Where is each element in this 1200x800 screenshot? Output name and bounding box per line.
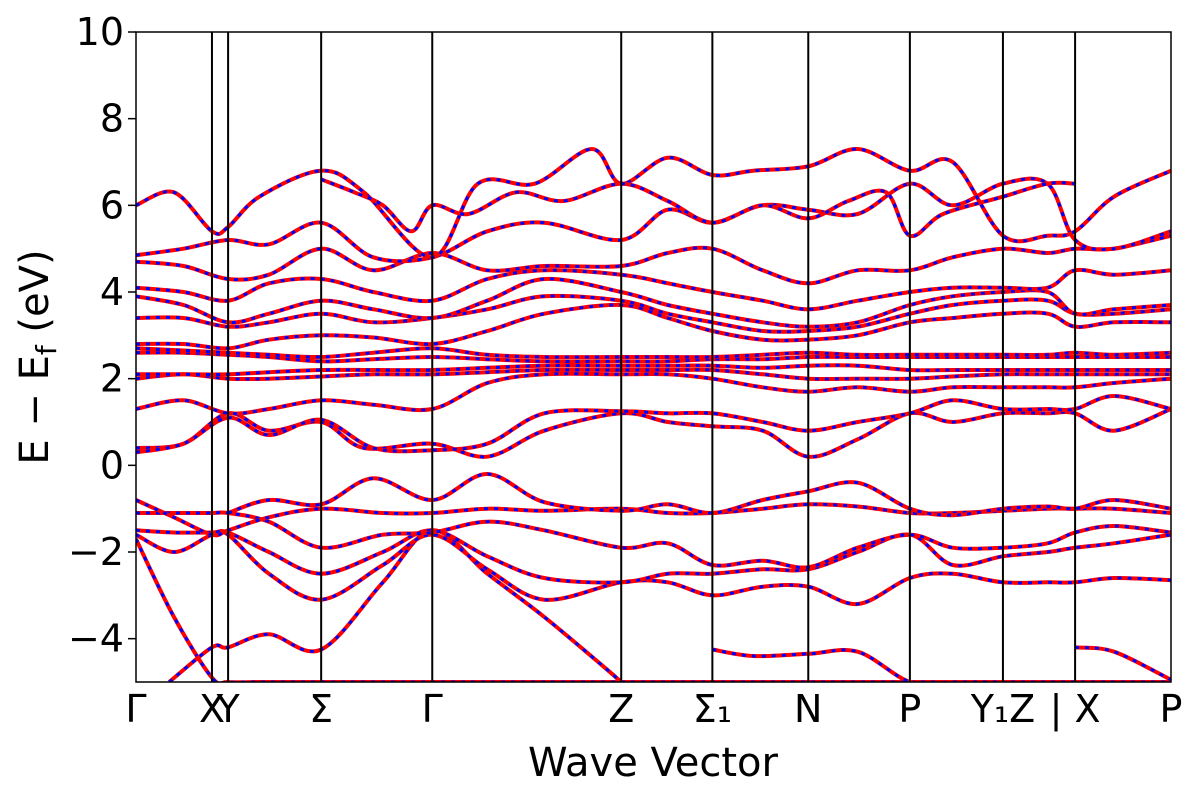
x-tick-label-5: Z bbox=[608, 687, 634, 731]
band-line-2 bbox=[712, 647, 1003, 682]
band-dash-13 bbox=[136, 363, 1171, 376]
x-tick-label-1: X bbox=[199, 687, 225, 731]
band-dash-11 bbox=[136, 372, 1171, 416]
band-3 bbox=[1074, 645, 1171, 682]
y-tick-label-7: −4 bbox=[68, 617, 124, 661]
y-tick-label-4: 2 bbox=[100, 357, 124, 401]
band-dash-6 bbox=[136, 510, 1171, 570]
y-axis-title-main: E − E bbox=[12, 355, 58, 465]
band-dash-9 bbox=[136, 407, 1171, 459]
band-dash-23 bbox=[320, 177, 1076, 238]
band-line-1 bbox=[167, 528, 623, 682]
x-tick-label-10: | X bbox=[1050, 687, 1101, 732]
x-tick-label-9: Y₁Z bbox=[970, 687, 1035, 731]
y-tick-label-1: 8 bbox=[100, 97, 124, 141]
y-tick-label-3: 4 bbox=[100, 270, 124, 314]
band-dash-15 bbox=[136, 346, 1171, 359]
x-tick-label-4: Γ bbox=[422, 687, 443, 731]
band-1 bbox=[167, 528, 623, 682]
band-19 bbox=[136, 267, 1171, 312]
band-dash-8 bbox=[227, 472, 1171, 517]
band-dash-7 bbox=[136, 498, 1171, 537]
y-tick-label-0: 10 bbox=[76, 10, 124, 54]
band-dash-16 bbox=[136, 303, 1171, 350]
x-tick-label-7: N bbox=[794, 687, 822, 731]
band-6 bbox=[136, 510, 1171, 570]
band-line-5 bbox=[136, 528, 1171, 585]
band-14 bbox=[136, 350, 1171, 364]
band-16 bbox=[136, 302, 1171, 351]
y-axis-title-unit: (eV) bbox=[12, 249, 58, 345]
band-dash-14 bbox=[136, 351, 1171, 363]
band-line-3 bbox=[1074, 645, 1171, 682]
band-line-23 bbox=[320, 177, 1076, 239]
band-line-6 bbox=[136, 510, 1171, 570]
x-tick-label-8: P bbox=[898, 687, 921, 731]
bands-layer bbox=[136, 146, 1171, 682]
band-9 bbox=[136, 407, 1171, 459]
band-dash-5 bbox=[136, 528, 1171, 585]
y-tick-label-5: 0 bbox=[100, 443, 124, 487]
band-20 bbox=[136, 233, 1171, 286]
x-tick-label-2: Y bbox=[215, 687, 240, 731]
x-tick-label-3: Σ bbox=[309, 687, 333, 731]
y-axis-ticks: 10 8 6 4 2 0 −2 −4 bbox=[68, 10, 136, 661]
x-tick-label-11: P bbox=[1160, 687, 1183, 731]
band-dash-22 bbox=[136, 147, 1171, 259]
band-2 bbox=[712, 647, 1003, 682]
band-4 bbox=[136, 529, 1171, 607]
band-5 bbox=[136, 528, 1171, 585]
x-tick-label-0: Γ bbox=[125, 687, 146, 731]
band-dash-4 bbox=[136, 529, 1171, 606]
band-23 bbox=[320, 177, 1076, 239]
band-dash-20 bbox=[136, 234, 1171, 285]
x-tick-label-6: Σ₁ bbox=[693, 687, 732, 731]
band-13 bbox=[136, 363, 1171, 377]
high-symmetry-lines bbox=[210, 32, 1077, 682]
band-dash-0 bbox=[136, 538, 1171, 682]
y-tick-label-2: 6 bbox=[100, 183, 124, 227]
plot-frame bbox=[135, 31, 1172, 683]
band-dash-10 bbox=[136, 394, 1171, 454]
band-line-9 bbox=[136, 407, 1171, 459]
x-axis-title: Wave Vector bbox=[528, 740, 779, 786]
band-line-19 bbox=[136, 267, 1171, 312]
band-12 bbox=[136, 367, 1171, 382]
band-dash-3 bbox=[1074, 645, 1171, 682]
band-dash-1 bbox=[168, 528, 623, 682]
band-dash-18 bbox=[136, 277, 1171, 329]
band-0 bbox=[136, 538, 1171, 682]
band-line-0 bbox=[136, 538, 1171, 682]
band-7 bbox=[136, 498, 1171, 538]
band-17 bbox=[136, 293, 1171, 334]
band-10 bbox=[136, 394, 1171, 455]
band-dash-2 bbox=[712, 648, 1003, 682]
y-tick-label-6: −2 bbox=[68, 530, 124, 574]
y-axis-title-subscript: f bbox=[30, 344, 63, 355]
band-15 bbox=[136, 346, 1171, 360]
x-axis-ticks: Γ XY Σ Γ Z Σ₁ N P Y₁Z | X P bbox=[125, 687, 1182, 732]
band-8 bbox=[227, 471, 1171, 518]
band-11 bbox=[136, 371, 1171, 416]
y-axis-title: E − Ef (eV) bbox=[12, 249, 63, 464]
band-22 bbox=[136, 146, 1171, 260]
band-dash-17 bbox=[136, 294, 1171, 334]
band-dash-12 bbox=[136, 368, 1171, 381]
